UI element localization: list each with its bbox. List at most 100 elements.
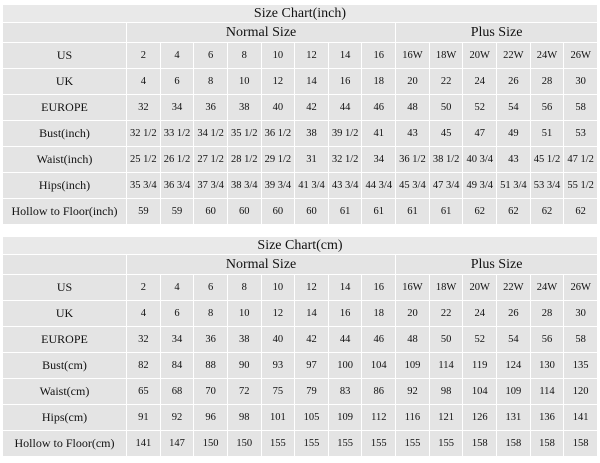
size-cell: 8 xyxy=(226,274,262,301)
size-row: Waist(cm) 65 68 70 72 75 79 83 86 92 98 104 109 114 12… xyxy=(2,378,598,405)
size-cell: 35 1/2 xyxy=(226,120,262,147)
size-cell: 38 xyxy=(226,326,262,353)
size-cell: 70 xyxy=(193,378,228,405)
size-cell: 59 xyxy=(126,198,161,225)
row-label: EUROPE xyxy=(2,326,127,353)
size-cell: 31 xyxy=(294,146,329,173)
size-row: US 2 4 6 8 10 12 14 16 16W 18W 20W 22W 24W 26W xyxy=(2,42,598,69)
row-label: Hips(inch) xyxy=(2,172,127,199)
size-cell: 29 1/2 xyxy=(260,146,296,173)
size-cell: 14 xyxy=(294,300,329,327)
size-cell: 104 xyxy=(462,378,498,405)
size-row: EUROPE 32 34 36 38 40 42 44 46 48 50 52 54 56 58 xyxy=(2,326,598,353)
plus-size-header: Plus Size xyxy=(395,254,598,275)
size-cell: 22W xyxy=(496,42,531,69)
size-row: UK 4 6 8 10 12 14 16 18 20 22 24 26 28 30 xyxy=(2,68,598,95)
size-cell: 25 1/2 xyxy=(126,146,161,173)
size-cell: 16 xyxy=(327,68,363,95)
title-row: Size Chart(cm) xyxy=(2,236,598,255)
size-row: EUROPE 32 34 36 38 40 42 44 46 48 50 52 54 56 58 xyxy=(2,94,598,121)
size-cell: 28 xyxy=(529,68,565,95)
size-cell: 45 1/2 xyxy=(529,146,565,173)
size-cell: 37 3/4 xyxy=(193,172,228,199)
row-label: UK xyxy=(2,300,127,327)
size-cell: 158 xyxy=(529,430,565,457)
size-cell: 124 xyxy=(496,352,531,379)
size-cell: 45 xyxy=(428,120,464,147)
table-title: Size Chart(inch) xyxy=(2,4,598,23)
row-label: Hollow to Floor(inch) xyxy=(2,198,127,225)
size-cell: 42 xyxy=(294,326,329,353)
size-cell: 52 xyxy=(462,94,498,121)
size-cell: 8 xyxy=(193,68,228,95)
size-cell: 32 1/2 xyxy=(126,120,161,147)
size-cell: 114 xyxy=(428,352,464,379)
row-label: Bust(cm) xyxy=(2,352,127,379)
size-cell: 53 3/4 xyxy=(529,172,565,199)
size-cell: 20W xyxy=(462,274,498,301)
size-cell: 36 3/4 xyxy=(159,172,195,199)
size-cell: 26W xyxy=(563,42,598,69)
size-cell: 55 1/2 xyxy=(563,172,598,199)
size-cell: 158 xyxy=(563,430,598,457)
size-cell: 4 xyxy=(126,68,161,95)
size-cell: 155 xyxy=(260,430,296,457)
size-row: UK 4 6 8 10 12 14 16 18 20 22 24 26 28 30 xyxy=(2,300,598,327)
size-cell: 86 xyxy=(361,378,397,405)
row-label: Waist(cm) xyxy=(2,378,127,405)
size-cell: 130 xyxy=(529,352,565,379)
size-cell: 135 xyxy=(563,352,598,379)
size-cell: 158 xyxy=(462,430,498,457)
size-cell: 131 xyxy=(496,404,531,431)
size-cell: 126 xyxy=(462,404,498,431)
size-chart-table: Size Chart(cm) Normal Size Plus Size US 2 4 6 8… xyxy=(2,236,598,457)
title-row: Size Chart(inch) xyxy=(2,4,598,23)
size-cell: 100 xyxy=(327,352,363,379)
size-row: Hips(cm) 91 92 96 98 101 105 109 112 116 121 126 131… xyxy=(2,404,598,431)
size-cell: 34 xyxy=(361,146,397,173)
size-cell: 12 xyxy=(260,68,296,95)
size-cell: 49 xyxy=(496,120,531,147)
size-cell: 155 xyxy=(428,430,464,457)
size-cell: 50 xyxy=(428,94,464,121)
size-cell: 39 1/2 xyxy=(327,120,363,147)
size-cell: 39 3/4 xyxy=(260,172,296,199)
size-cell: 52 xyxy=(462,326,498,353)
size-cell: 45 3/4 xyxy=(395,172,430,199)
row-label: Bust(inch) xyxy=(2,120,127,147)
size-cell: 105 xyxy=(294,404,329,431)
size-cell: 155 xyxy=(294,430,329,457)
size-cell: 32 xyxy=(126,94,161,121)
size-cell: 43 xyxy=(496,146,531,173)
size-cell: 60 xyxy=(294,198,329,225)
size-cell: 101 xyxy=(260,404,296,431)
size-cell: 10 xyxy=(226,68,262,95)
size-cell: 120 xyxy=(563,378,598,405)
size-cell: 38 xyxy=(226,94,262,121)
size-cell: 79 xyxy=(294,378,329,405)
size-row: Hollow to Floor(cm) 141 147 150 150 155 155 155… xyxy=(2,430,598,457)
size-cell: 36 1/2 xyxy=(260,120,296,147)
size-cell: 8 xyxy=(226,42,262,69)
size-cell: 30 xyxy=(563,300,598,327)
size-cell: 28 1/2 xyxy=(226,146,262,173)
size-cell: 34 1/2 xyxy=(193,120,228,147)
row-label: US xyxy=(2,274,127,301)
normal-size-header: Normal Size xyxy=(125,22,397,43)
plus-size-header: Plus Size xyxy=(395,22,598,43)
size-cell: 34 xyxy=(159,326,195,353)
size-cell: 22 xyxy=(428,68,464,95)
size-cell: 51 3/4 xyxy=(496,172,531,199)
size-cell: 50 xyxy=(428,326,464,353)
size-cell: 48 xyxy=(395,326,430,353)
size-cell: 42 xyxy=(294,94,329,121)
size-cell: 24 xyxy=(462,68,498,95)
size-cell: 30 xyxy=(563,68,598,95)
size-cell: 22 xyxy=(428,300,464,327)
size-cell: 8 xyxy=(193,300,228,327)
normal-size-header: Normal Size xyxy=(125,254,397,275)
row-label: Waist(inch) xyxy=(2,146,127,173)
size-row: Waist(inch) 25 1/2 26 1/2 27 1/2 28 1/2 29 1/… xyxy=(2,146,598,173)
size-cell: 41 xyxy=(361,120,397,147)
size-cell: 18 xyxy=(361,300,397,327)
